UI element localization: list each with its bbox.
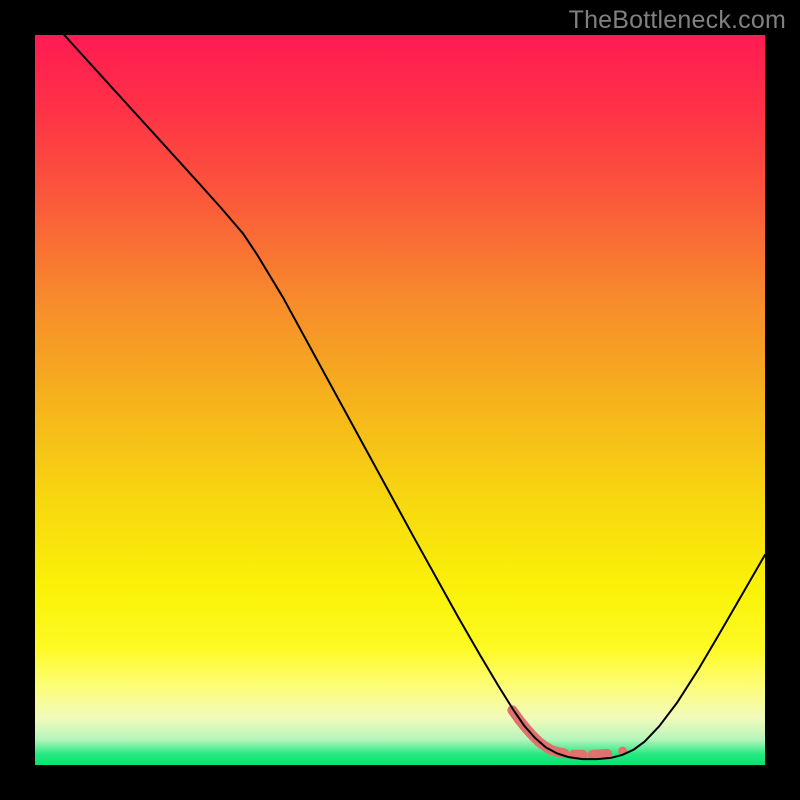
watermark-text: TheBottleneck.com bbox=[569, 6, 786, 35]
highlight-segment bbox=[593, 754, 608, 755]
gradient-background bbox=[35, 35, 765, 765]
plot-area bbox=[35, 35, 765, 765]
chart-svg bbox=[35, 35, 765, 765]
chart-root: TheBottleneck.com bbox=[0, 0, 800, 800]
